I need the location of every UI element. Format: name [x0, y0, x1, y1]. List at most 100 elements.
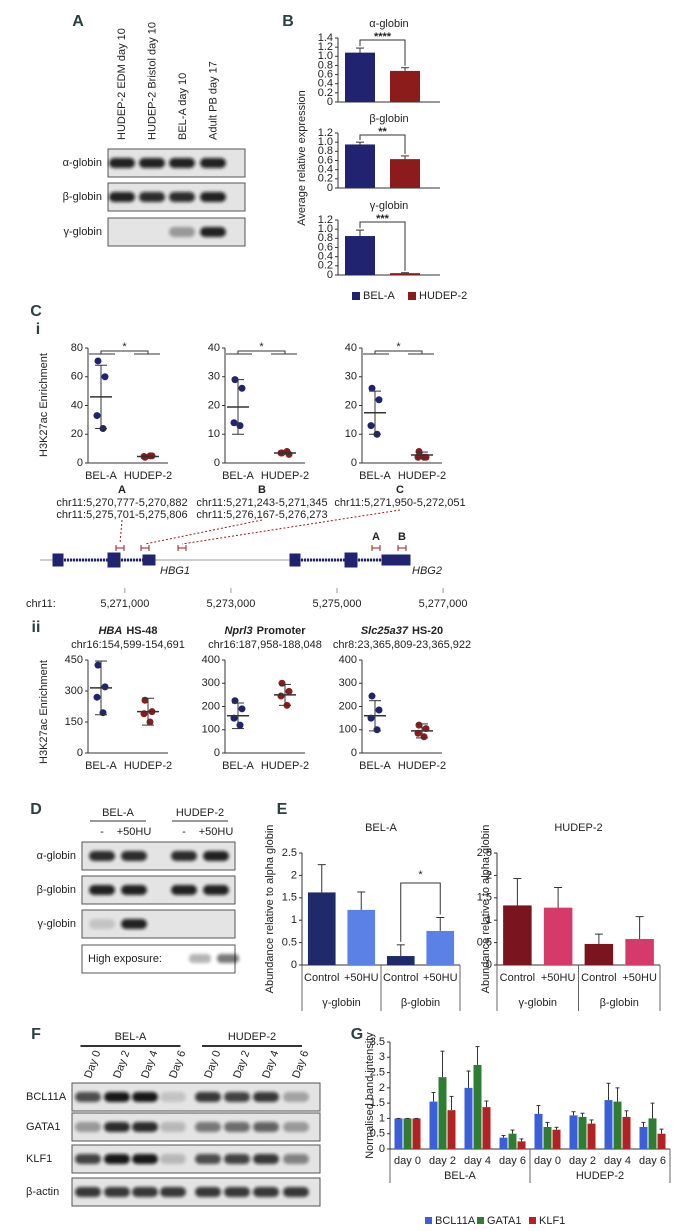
x-tick-label: Control [304, 972, 339, 984]
bar [426, 930, 455, 965]
exon [142, 554, 156, 566]
band [109, 192, 135, 202]
group-label: β-globin [401, 997, 440, 1009]
bar [307, 892, 336, 965]
band [283, 1092, 309, 1102]
significance: *** [376, 213, 390, 225]
band [75, 1154, 101, 1164]
group-label: γ-globin [518, 997, 557, 1009]
y-tick-label: 400 [202, 654, 220, 666]
band [217, 954, 239, 963]
row-label: GATA1 [26, 1121, 60, 1133]
site-marker [371, 545, 381, 551]
y-tick-label: 0.8 [318, 59, 333, 71]
significance-bracket [89, 350, 160, 355]
point [367, 422, 375, 430]
band [104, 1092, 130, 1102]
axis-label: chr11: [26, 598, 56, 610]
region-label: C [396, 484, 404, 496]
bar [429, 1101, 438, 1149]
point [368, 692, 376, 700]
band [283, 1187, 309, 1197]
y-tick-label: 0.2 [318, 87, 333, 99]
y-tick-label: 2 [486, 869, 492, 881]
y-tick-label: 1.0 [318, 136, 333, 148]
y-tick-label: 2 [291, 869, 297, 881]
x-tick-label: day 2 [569, 1155, 596, 1167]
legend-label: BEL-A [363, 290, 395, 302]
band [253, 1092, 279, 1102]
point [94, 357, 102, 365]
bar [543, 907, 573, 965]
region-coords: chr11:5,271,243-5,271,345 [196, 497, 327, 509]
band [171, 851, 197, 861]
bar [639, 1126, 648, 1149]
bar [390, 70, 420, 102]
x-tick-label: BEL-A [222, 470, 254, 482]
bar [464, 1087, 473, 1149]
point [285, 687, 293, 695]
chart-title: HBA HS-48 [98, 625, 157, 637]
title-part: HBA [98, 625, 122, 637]
significance-bracket [359, 39, 406, 66]
lane-label: Day 2 [111, 1049, 132, 1080]
gene-label: HBG1 [160, 565, 190, 577]
y-tick-label: 0.5 [370, 1128, 385, 1140]
y-tick-label: 0.6 [318, 154, 333, 166]
exon [107, 552, 121, 568]
chart-subtitle: chr16:154,599-154,691 [71, 639, 185, 651]
gene-label: HBG2 [412, 565, 442, 577]
bar [657, 1133, 666, 1149]
band [224, 1187, 250, 1197]
row-label: γ-globin [63, 226, 102, 238]
x-tick-label: HUDEP-2 [124, 760, 172, 772]
panel-label: A [72, 13, 84, 30]
row-label: KLF1 [26, 1153, 52, 1165]
x-tick-label: BEL-A [359, 470, 391, 482]
y-tick-label: 30 [208, 371, 220, 383]
y-tick-label: 3 [379, 1051, 385, 1063]
band [121, 885, 147, 895]
y-axis-label: H3K27ac Enrichment [38, 660, 50, 764]
y-tick-label: 0.6 [318, 68, 333, 80]
x-tick-label: 5,273,000 [206, 598, 255, 610]
bar [473, 1064, 482, 1149]
significance-bracket [226, 350, 297, 355]
row-label: BCL11A [26, 1091, 67, 1103]
point [277, 692, 285, 700]
chart-title: Slc25a37 HS-20 [361, 625, 443, 637]
y-tick-label: 40 [71, 399, 83, 411]
band [139, 192, 165, 202]
point [230, 419, 238, 427]
x-tick-label: +50HU [423, 972, 458, 984]
point [94, 661, 102, 669]
band [169, 227, 195, 237]
group-label: β-globin [600, 997, 639, 1009]
y-tick-label: 100 [339, 724, 357, 736]
band [283, 1154, 309, 1164]
band [195, 1187, 221, 1197]
point [93, 693, 101, 701]
y-tick-label: 0.5 [282, 937, 297, 949]
bar [345, 144, 375, 188]
y-tick-label: 1.2 [318, 214, 333, 226]
bar [584, 943, 614, 965]
y-tick-label: 2 [379, 1082, 385, 1094]
y-tick-label: 40 [345, 342, 357, 354]
y-axis-label: Abundance relative to alpha globin [264, 825, 276, 994]
significance: * [418, 869, 423, 881]
panel-label: D [30, 801, 42, 818]
region-label: B [258, 484, 266, 496]
y-tick-label: 0 [327, 269, 333, 281]
lane-label: Adult PB day 17 [207, 61, 219, 140]
significance-bracket [359, 134, 406, 154]
significance-bracket [363, 350, 434, 355]
y-tick-label: 0 [379, 1143, 385, 1155]
bar [347, 909, 376, 965]
y-tick-label: 0 [351, 747, 357, 759]
bar [569, 1115, 578, 1149]
chart-title: Nprl3 Promoter [224, 625, 306, 637]
band [200, 192, 226, 202]
lane-label: - [182, 826, 186, 838]
band [253, 1187, 279, 1197]
